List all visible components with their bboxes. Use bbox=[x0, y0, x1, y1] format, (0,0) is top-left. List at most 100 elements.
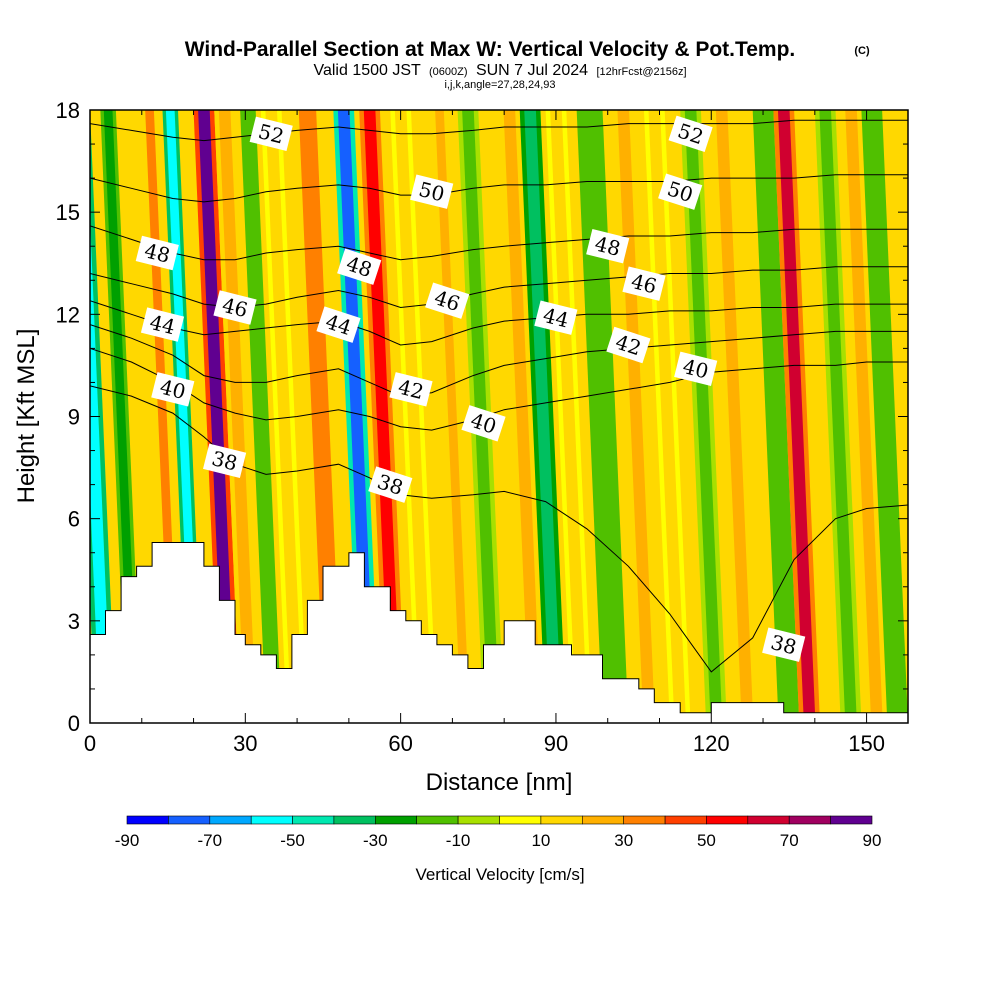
svg-text:44: 44 bbox=[541, 303, 572, 332]
x-tick-label: 90 bbox=[544, 731, 568, 756]
theta-label-42-1: 42 bbox=[606, 326, 651, 364]
svg-text:40: 40 bbox=[158, 375, 189, 404]
x-tick-label: 60 bbox=[388, 731, 412, 756]
colorbar: -90 -70 -50 -30 -10 10 30 50 70 90 bbox=[115, 815, 882, 850]
axes: 0 30 60 90 120 150 0 3 6 9 12 15 18 bbox=[56, 98, 908, 756]
x-axis-title: Distance [nm] bbox=[426, 769, 573, 796]
theta-label-42-0: 42 bbox=[389, 372, 433, 407]
velocity-band-core-22 bbox=[757, 110, 795, 723]
colorbar-swatch bbox=[209, 815, 252, 825]
velocity-band-core-17 bbox=[582, 110, 623, 723]
colorbar-swatch bbox=[706, 815, 749, 825]
colorbar-swatch bbox=[416, 815, 459, 825]
theta-contour-48 bbox=[90, 225, 908, 261]
theta-label-40-2: 40 bbox=[674, 351, 718, 387]
theta-label-44-1: 44 bbox=[316, 306, 361, 343]
colorbar-tick-label: 50 bbox=[697, 831, 716, 850]
valid-date: SUN 7 Jul 2024 bbox=[476, 62, 588, 79]
svg-text:48: 48 bbox=[592, 231, 623, 260]
copyright-mark: (C) bbox=[854, 45, 870, 57]
colorbar-tick-label: -30 bbox=[363, 831, 388, 850]
theta-label-44-2: 44 bbox=[534, 300, 578, 335]
colorbar-swatch bbox=[292, 815, 335, 825]
colorbar-swatch bbox=[126, 815, 169, 825]
velocity-band-core-20 bbox=[684, 110, 723, 723]
theta-label-46-1: 46 bbox=[425, 282, 470, 319]
velocity-band-core-0 bbox=[90, 217, 112, 723]
valid-time-utc: (0600Z) bbox=[429, 66, 468, 78]
svg-text:40: 40 bbox=[680, 354, 711, 383]
theta-contour-52 bbox=[90, 119, 908, 142]
theta-label-50-0: 50 bbox=[410, 174, 454, 209]
theta-label-46-2: 46 bbox=[622, 266, 666, 301]
colorbar-tick-label: -10 bbox=[446, 831, 471, 850]
velocity-band-core-1 bbox=[103, 110, 139, 723]
theta-label-40-1: 40 bbox=[461, 405, 506, 442]
y-tick-label: 6 bbox=[68, 507, 80, 532]
colorbar-swatch bbox=[540, 815, 583, 825]
svg-text:46: 46 bbox=[220, 293, 251, 322]
colorbar-swatch bbox=[788, 815, 831, 825]
colorbar-tick-label: -90 bbox=[115, 831, 140, 850]
colorbar-swatch bbox=[333, 815, 376, 825]
velocity-band-core-11 bbox=[394, 110, 433, 723]
colorbar-swatch bbox=[499, 815, 542, 825]
theta-label-52-1: 52 bbox=[668, 115, 713, 153]
theta-contour-50 bbox=[90, 174, 908, 203]
colorbar-swatch bbox=[664, 815, 707, 825]
theta-contour-44 bbox=[90, 300, 908, 346]
colorbar-tick-label: 30 bbox=[614, 831, 633, 850]
svg-text:38: 38 bbox=[768, 630, 799, 659]
chart-subtitle: Valid 1500 JST (0600Z) SUN 7 Jul 2024 [1… bbox=[313, 62, 686, 79]
svg-text:52: 52 bbox=[256, 119, 287, 148]
colorbar-swatch bbox=[374, 815, 417, 825]
colorbar-swatch bbox=[830, 815, 873, 825]
svg-text:42: 42 bbox=[396, 375, 427, 404]
velocity-band-core-4 bbox=[198, 110, 236, 723]
velocity-band-core-7 bbox=[265, 110, 303, 723]
velocity-band-core-19 bbox=[648, 110, 687, 723]
x-tick-label: 30 bbox=[233, 731, 257, 756]
velocity-band-core-23 bbox=[777, 110, 816, 723]
terrain bbox=[89, 542, 909, 724]
theta-label-38-0: 38 bbox=[203, 443, 247, 479]
x-tick-label: 150 bbox=[848, 731, 885, 756]
y-tick-label: 18 bbox=[56, 98, 80, 123]
velocity-band-core-15 bbox=[524, 110, 562, 723]
forecast-info: [12hrFcst@2156z] bbox=[596, 66, 686, 78]
velocity-band-core-5 bbox=[218, 110, 257, 723]
svg-text:50: 50 bbox=[416, 177, 447, 206]
velocity-band-core-6 bbox=[243, 110, 279, 723]
y-tick-label: 3 bbox=[68, 609, 80, 634]
terrain-mask bbox=[89, 542, 909, 724]
svg-text:48: 48 bbox=[142, 238, 173, 267]
velocity-band-core-16 bbox=[550, 110, 588, 723]
theta-label-44-0: 44 bbox=[140, 307, 185, 342]
y-axis-title: Height [Kft MSL] bbox=[13, 329, 40, 504]
colorbar-title: Vertical Velocity [cm/s] bbox=[415, 865, 584, 884]
theta-contour-42 bbox=[90, 324, 908, 397]
colorbar-swatch bbox=[250, 815, 293, 825]
colorbar-swatch bbox=[457, 815, 500, 825]
velocity-band-core-25 bbox=[845, 110, 883, 723]
chart-title: Wind-Parallel Section at Max W: Vertical… bbox=[185, 38, 796, 61]
colorbar-tick-label: 70 bbox=[780, 831, 799, 850]
theta-label-40-0: 40 bbox=[151, 372, 195, 407]
theta-label-48-2: 48 bbox=[586, 228, 630, 264]
x-tick-label: 0 bbox=[84, 731, 96, 756]
theta-label-48-1: 48 bbox=[337, 248, 382, 285]
velocity-band-core-21 bbox=[715, 110, 754, 723]
theta-label-38-1: 38 bbox=[368, 466, 413, 503]
svg-text:44: 44 bbox=[147, 310, 178, 339]
colorbar-swatch bbox=[168, 815, 211, 825]
velocity-band-core-26 bbox=[865, 110, 904, 723]
colorbar-swatch bbox=[623, 815, 666, 825]
colorbar-tick-label: -50 bbox=[280, 831, 305, 850]
x-tick-label: 120 bbox=[693, 731, 730, 756]
y-tick-label: 9 bbox=[68, 405, 80, 430]
section-indices: i,j,k,angle=27,28,24,93 bbox=[444, 79, 555, 91]
colorbar-tick-label: 90 bbox=[863, 831, 882, 850]
y-tick-label: 12 bbox=[56, 302, 80, 327]
theta-label-52-0: 52 bbox=[249, 116, 293, 152]
